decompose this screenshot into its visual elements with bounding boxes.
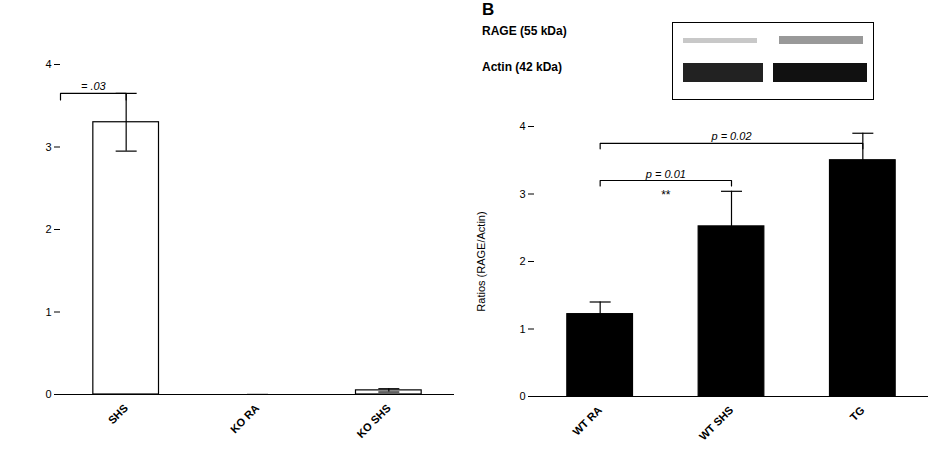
svg-text:0: 0 bbox=[45, 388, 51, 400]
html-text:RAGE (55 kDa): RAGE (55 kDa) bbox=[482, 24, 567, 38]
svg-text:KO SHS: KO SHS bbox=[354, 402, 392, 440]
svg-text:1: 1 bbox=[519, 323, 525, 335]
svg-text:TG: TG bbox=[847, 404, 866, 423]
svg-text:3: 3 bbox=[519, 188, 525, 200]
svg-text:SHS: SHS bbox=[106, 402, 130, 426]
html-text:Actin (42 kDa): Actin (42 kDa) bbox=[482, 60, 562, 74]
svg-text:= .03: = .03 bbox=[81, 80, 107, 92]
svg-text:p = 0.01: p = 0.01 bbox=[645, 168, 686, 180]
svg-text:KO RA: KO RA bbox=[228, 402, 262, 436]
html-text:B: B bbox=[482, 0, 495, 19]
svg-text:**: ** bbox=[661, 188, 671, 202]
svg-text:p = 0.02: p = 0.02 bbox=[710, 130, 751, 142]
svg-text:2: 2 bbox=[519, 255, 525, 267]
svg-text:2: 2 bbox=[45, 223, 51, 235]
svg-text:0: 0 bbox=[519, 390, 525, 402]
svg-text:WT SHS: WT SHS bbox=[697, 404, 736, 443]
svg-text:3: 3 bbox=[45, 141, 51, 153]
svg-text:Ratios (RAGE/Actin): Ratios (RAGE/Actin) bbox=[475, 211, 487, 311]
svg-text:4: 4 bbox=[519, 120, 525, 132]
svg-text:1: 1 bbox=[45, 306, 51, 318]
svg-text:WT RA: WT RA bbox=[570, 404, 604, 438]
svg-text:4: 4 bbox=[45, 58, 51, 70]
